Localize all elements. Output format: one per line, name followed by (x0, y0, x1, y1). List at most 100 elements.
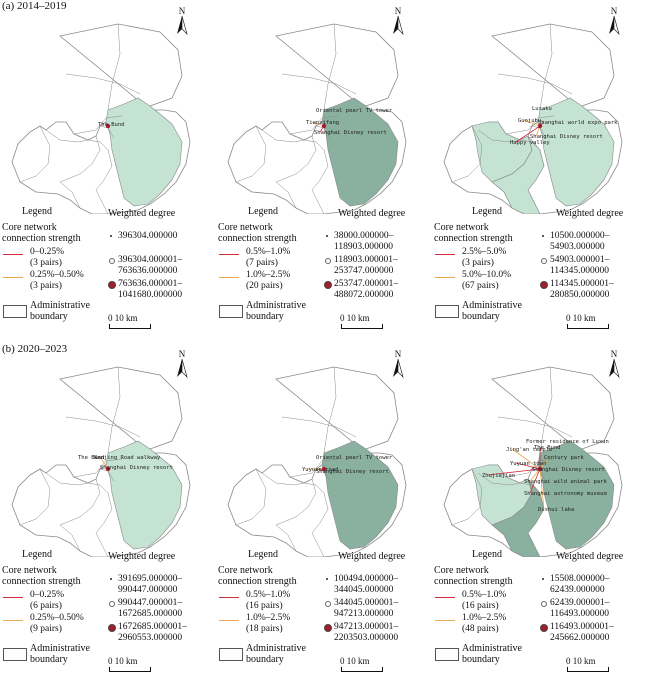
weighted-degree-title: Weighted degree (108, 208, 176, 219)
line-pairs-label: (48 pairs) (462, 624, 499, 634)
weighted-degree-title: Weighted degree (108, 551, 176, 562)
weighted-degree-symbol-1 (110, 578, 112, 580)
district-boundary (311, 492, 329, 557)
district-boundary (289, 458, 339, 478)
north-label: N (394, 349, 402, 359)
weighted-degree-range: 10500.000000– 54903.000000 (550, 231, 610, 252)
weighted-degree-range: 100494.000000– 344045.000000 (334, 574, 399, 595)
weighted-degree-symbol-2 (109, 258, 115, 264)
shanghai-district-map (443, 366, 623, 557)
place-label: Zhujiajiao (482, 473, 516, 479)
weighted-degree-range: 396304.000001– 763636.000000 (118, 255, 183, 276)
core-network-label: Core network connection strength (434, 222, 513, 244)
district-boundary (87, 482, 109, 494)
weighted-degree-symbol-2 (109, 601, 115, 607)
weighted-degree-range: 396304.000000 (118, 231, 178, 241)
pudong-district (537, 440, 615, 550)
district-boundary (107, 366, 121, 454)
line-range-label: 2.5%–5.0% (462, 247, 507, 257)
network-link (487, 468, 541, 476)
weighted-degree-range: 62439.000001– 116493.000000 (550, 598, 610, 619)
hub-node (537, 466, 543, 472)
pudong-district (321, 97, 399, 207)
network-link (523, 119, 541, 127)
core-network-label: Core network connection strength (2, 565, 81, 587)
network-link (529, 468, 541, 482)
district-boundary (491, 524, 513, 552)
district-boundary (323, 23, 337, 111)
place-label: Nanjing Road walkway (94, 455, 161, 461)
district-boundary (19, 125, 51, 183)
north-label: N (610, 6, 618, 16)
weighted-degree-symbol-3 (324, 624, 332, 632)
weighted-degree-range: 15508.000000– 62439.000000 (550, 574, 610, 595)
district-boundary (323, 366, 337, 454)
line-pairs-label: (18 pairs) (246, 624, 283, 634)
north-arrow-icon: N (174, 6, 190, 38)
place-label: The Bund (78, 455, 105, 461)
weighted-degree-symbol-2 (325, 258, 331, 264)
network-link (529, 468, 541, 494)
weighted-degree-symbol-1 (326, 578, 328, 580)
district-boundary (235, 125, 267, 183)
map-panel-2: Oriental pearl TV tower Tianzifang Shangha… (216, 6, 432, 344)
north-arrow-icon: N (390, 349, 406, 381)
district-boundary (303, 139, 325, 151)
scale-label: 0 10 km (566, 313, 596, 323)
boundary-swatch (435, 305, 459, 318)
boundary-label: Administrative boundary (30, 300, 90, 322)
weighted-degree-range: 391695.000000– 990447.000000 (118, 574, 183, 595)
weighted-degree-range: 118903.000001– 253747.000000 (334, 255, 398, 276)
place-label: Guojubu (518, 118, 542, 124)
network-link (99, 456, 109, 470)
scale-label: 0 10 km (566, 656, 596, 666)
line-range-label: 0.25%–0.50% (30, 613, 84, 623)
district-boundary (65, 416, 141, 438)
district-boundary (275, 181, 297, 209)
line-range-label: 0–0.25% (30, 247, 65, 257)
district-boundary (491, 181, 513, 209)
place-label: Shanghai Disney resort (530, 134, 603, 140)
line-pairs-label: (3 pairs) (30, 258, 62, 268)
district-boundary (45, 472, 89, 486)
district-boundary (477, 129, 521, 143)
place-label: Yuyuan town (510, 461, 547, 467)
north-label: N (178, 6, 186, 16)
boundary-swatch (435, 648, 459, 661)
place-label: Shanghai Disney resort (100, 465, 173, 471)
hub-node (105, 123, 111, 129)
district-boundary (95, 149, 113, 214)
line-range-label: 0.25%–0.50% (30, 270, 84, 280)
weighted-degree-symbol-3 (540, 624, 548, 632)
district-boundary (107, 23, 121, 111)
section-title-b: (b) 2020–2023 (2, 343, 68, 355)
shanghai-district-map (11, 366, 191, 557)
line-pairs-label: (67 pairs) (462, 281, 499, 291)
shanghai-district-map (227, 23, 407, 214)
north-arrow-icon: N (606, 349, 622, 381)
boundary-swatch (219, 648, 243, 661)
red-line-swatch (435, 597, 455, 598)
line-range-label: 5.0%–10.0% (462, 270, 512, 280)
district-boundary (235, 468, 267, 526)
map-panel-5: Oriental pearl TV tower Yuyuan road Shangh… (216, 349, 432, 687)
line-pairs-label: (20 pairs) (246, 281, 283, 291)
line-pairs-label: (16 pairs) (246, 601, 283, 611)
district-boundary (491, 135, 533, 183)
orange-line-swatch (219, 620, 239, 621)
district-boundary (527, 492, 545, 557)
district-boundary (19, 468, 51, 526)
map-panel-1: The Bund N Legend Core network connection s… (0, 6, 216, 344)
section-title-a: (a) 2014–2019 (2, 0, 67, 12)
weighted-degree-symbol-1 (542, 235, 544, 237)
district-boundary (87, 139, 109, 151)
district-boundary (527, 149, 545, 214)
district-boundary (539, 23, 553, 111)
place-label: Shanghai Disney resort (314, 130, 387, 136)
place-label: Oriental pearl TV tower (316, 455, 393, 461)
district-boundary (275, 135, 317, 183)
boundary-label: Administrative boundary (30, 643, 90, 665)
legend-title: Legend (22, 206, 52, 217)
line-pairs-label: (9 pairs) (30, 624, 62, 634)
weighted-degree-symbol-3 (108, 281, 116, 289)
